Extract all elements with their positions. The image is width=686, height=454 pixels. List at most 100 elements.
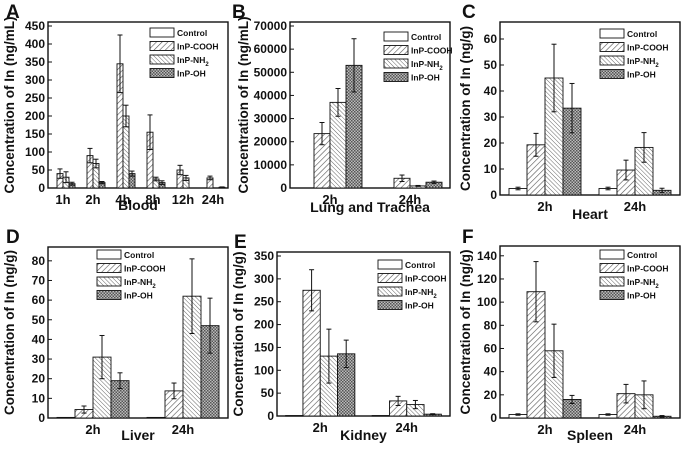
x-axis-label: Blood [118, 197, 158, 213]
y-tick-label: 20 [484, 388, 498, 402]
y-tick-label: 40 [32, 332, 46, 346]
plot-frame [289, 21, 451, 189]
legend-inp-cooh-swatch [383, 45, 409, 55]
y-axis-label: Concentration of In (ng/g) [231, 252, 246, 417]
y-tick-label: 150 [25, 127, 45, 141]
legend-inp-nh2-label: InP-NH2 [177, 55, 209, 68]
x-tick-label: 24h [624, 199, 646, 214]
legend-inp-cooh-swatch [149, 41, 175, 51]
plot-frame [499, 245, 681, 419]
panel-letter: C [462, 2, 476, 23]
y-tick-label: 20 [484, 136, 498, 150]
legend-inp-nh2-label: InP-NH2 [627, 277, 659, 290]
x-tick-label: 24h [202, 192, 224, 207]
y-tick-label: 0 [490, 411, 497, 425]
y-tick-label: 140 [477, 249, 497, 263]
y-tick-label: 60 [32, 293, 46, 307]
x-tick-label: 24h [624, 422, 646, 437]
legend-control-label: Control [405, 260, 435, 270]
legend-inp-oh-label: InP-OH [124, 291, 153, 301]
y-tick-label: 30 [484, 110, 498, 124]
panel-letter: B [232, 2, 246, 23]
y-tick-label: 200 [25, 109, 45, 123]
legend-inp-nh2-swatch [383, 58, 409, 69]
legend-inp-cooh-label: InP-COOH [411, 46, 453, 56]
legend-inp-oh-label: InP-OH [411, 73, 440, 83]
legend-inp-cooh-label: InP-COOH [627, 43, 669, 53]
y-tick-label: 60 [484, 32, 498, 46]
legend-control-swatch [599, 28, 625, 39]
y-tick-label: 0 [38, 411, 45, 425]
panel-c: C 0 10 20 30 40 50 60 2h 24h Heart Concentration of… [458, 2, 681, 222]
y-tick-label: 20 [32, 372, 46, 386]
y-tick-label: 50 [32, 313, 46, 327]
legend-control-swatch [377, 259, 403, 270]
legend-inp-nh2-swatch [149, 54, 175, 65]
legend-control-label: Control [124, 250, 154, 260]
x-tick-label: 2h [85, 192, 100, 207]
x-tick-label: 2h [85, 422, 100, 437]
bar-control [285, 415, 304, 417]
y-tick-label: 350 [25, 55, 45, 69]
y-tick-label: 40 [484, 365, 498, 379]
y-tick-label: 150 [254, 340, 274, 354]
panel-letter: D [6, 227, 20, 248]
panel-b: B 0 10000 20000 30000 40000 50000 60000 70000 2h 2… [232, 2, 453, 215]
panel-letter: F [462, 227, 474, 248]
y-tick-label: 30 [32, 352, 46, 366]
x-tick-label: 4h [115, 192, 130, 207]
y-tick-label: 450 [25, 19, 45, 33]
plot-frame [276, 251, 451, 417]
y-tick-label: 100 [254, 363, 274, 377]
x-tick-label: 24h [172, 422, 194, 437]
x-axis-label: Liver [121, 427, 155, 443]
legend-inp-oh-label: InP-OH [627, 291, 656, 301]
panel-f: F 0 20 40 60 80 100 120 140 2h 24h Spleen Concentrat… [458, 227, 681, 443]
y-tick-label: 10 [32, 391, 46, 405]
legend-inp-oh-swatch [383, 72, 409, 82]
legend-inp-oh-swatch [96, 290, 122, 300]
y-tick-label: 250 [25, 91, 45, 105]
legend-inp-oh-swatch [377, 300, 403, 310]
legend-inp-cooh-label: InP-COOH [627, 264, 669, 274]
x-tick-label: 8h [145, 192, 160, 207]
y-tick-label: 70 [32, 273, 46, 287]
y-tick-label: 0 [38, 181, 45, 195]
y-tick-label: 80 [32, 254, 46, 268]
y-tick-label: 120 [477, 272, 497, 286]
legend-control-label: Control [627, 250, 657, 260]
plot-frame [47, 246, 229, 419]
y-tick-label: 50000 [254, 65, 288, 79]
legend-control-label: Control [177, 28, 207, 38]
x-axis-label: Heart [572, 206, 608, 222]
legend-inp-nh2-label: InP-NH2 [411, 59, 443, 72]
legend-inp-cooh-swatch [377, 273, 403, 283]
x-tick-label: 24h [399, 192, 421, 207]
panel-letter: E [234, 232, 247, 253]
legend-control-label: Control [411, 32, 441, 42]
x-tick-label: 2h [313, 420, 328, 435]
legend-inp-nh2-label: InP-NH2 [405, 287, 437, 300]
legend-control-swatch [149, 27, 175, 38]
legend-control-label: Control [627, 29, 657, 39]
legend-inp-nh2-swatch [599, 276, 625, 287]
legend-inp-nh2-swatch [96, 276, 122, 287]
legend-control-swatch [599, 249, 625, 260]
y-tick-label: 100 [477, 295, 497, 309]
y-tick-label: 40 [484, 84, 498, 98]
y-tick-label: 40000 [254, 88, 288, 102]
legend-inp-oh-swatch [599, 290, 625, 300]
y-tick-label: 30000 [254, 112, 288, 126]
y-tick-label: 10000 [254, 158, 288, 172]
legend-control-swatch [383, 31, 409, 42]
legend-inp-nh2-swatch [599, 55, 625, 66]
y-tick-label: 0 [490, 188, 497, 202]
legend-inp-cooh-swatch [96, 263, 122, 273]
legend-inp-oh-label: InP-OH [405, 301, 434, 311]
